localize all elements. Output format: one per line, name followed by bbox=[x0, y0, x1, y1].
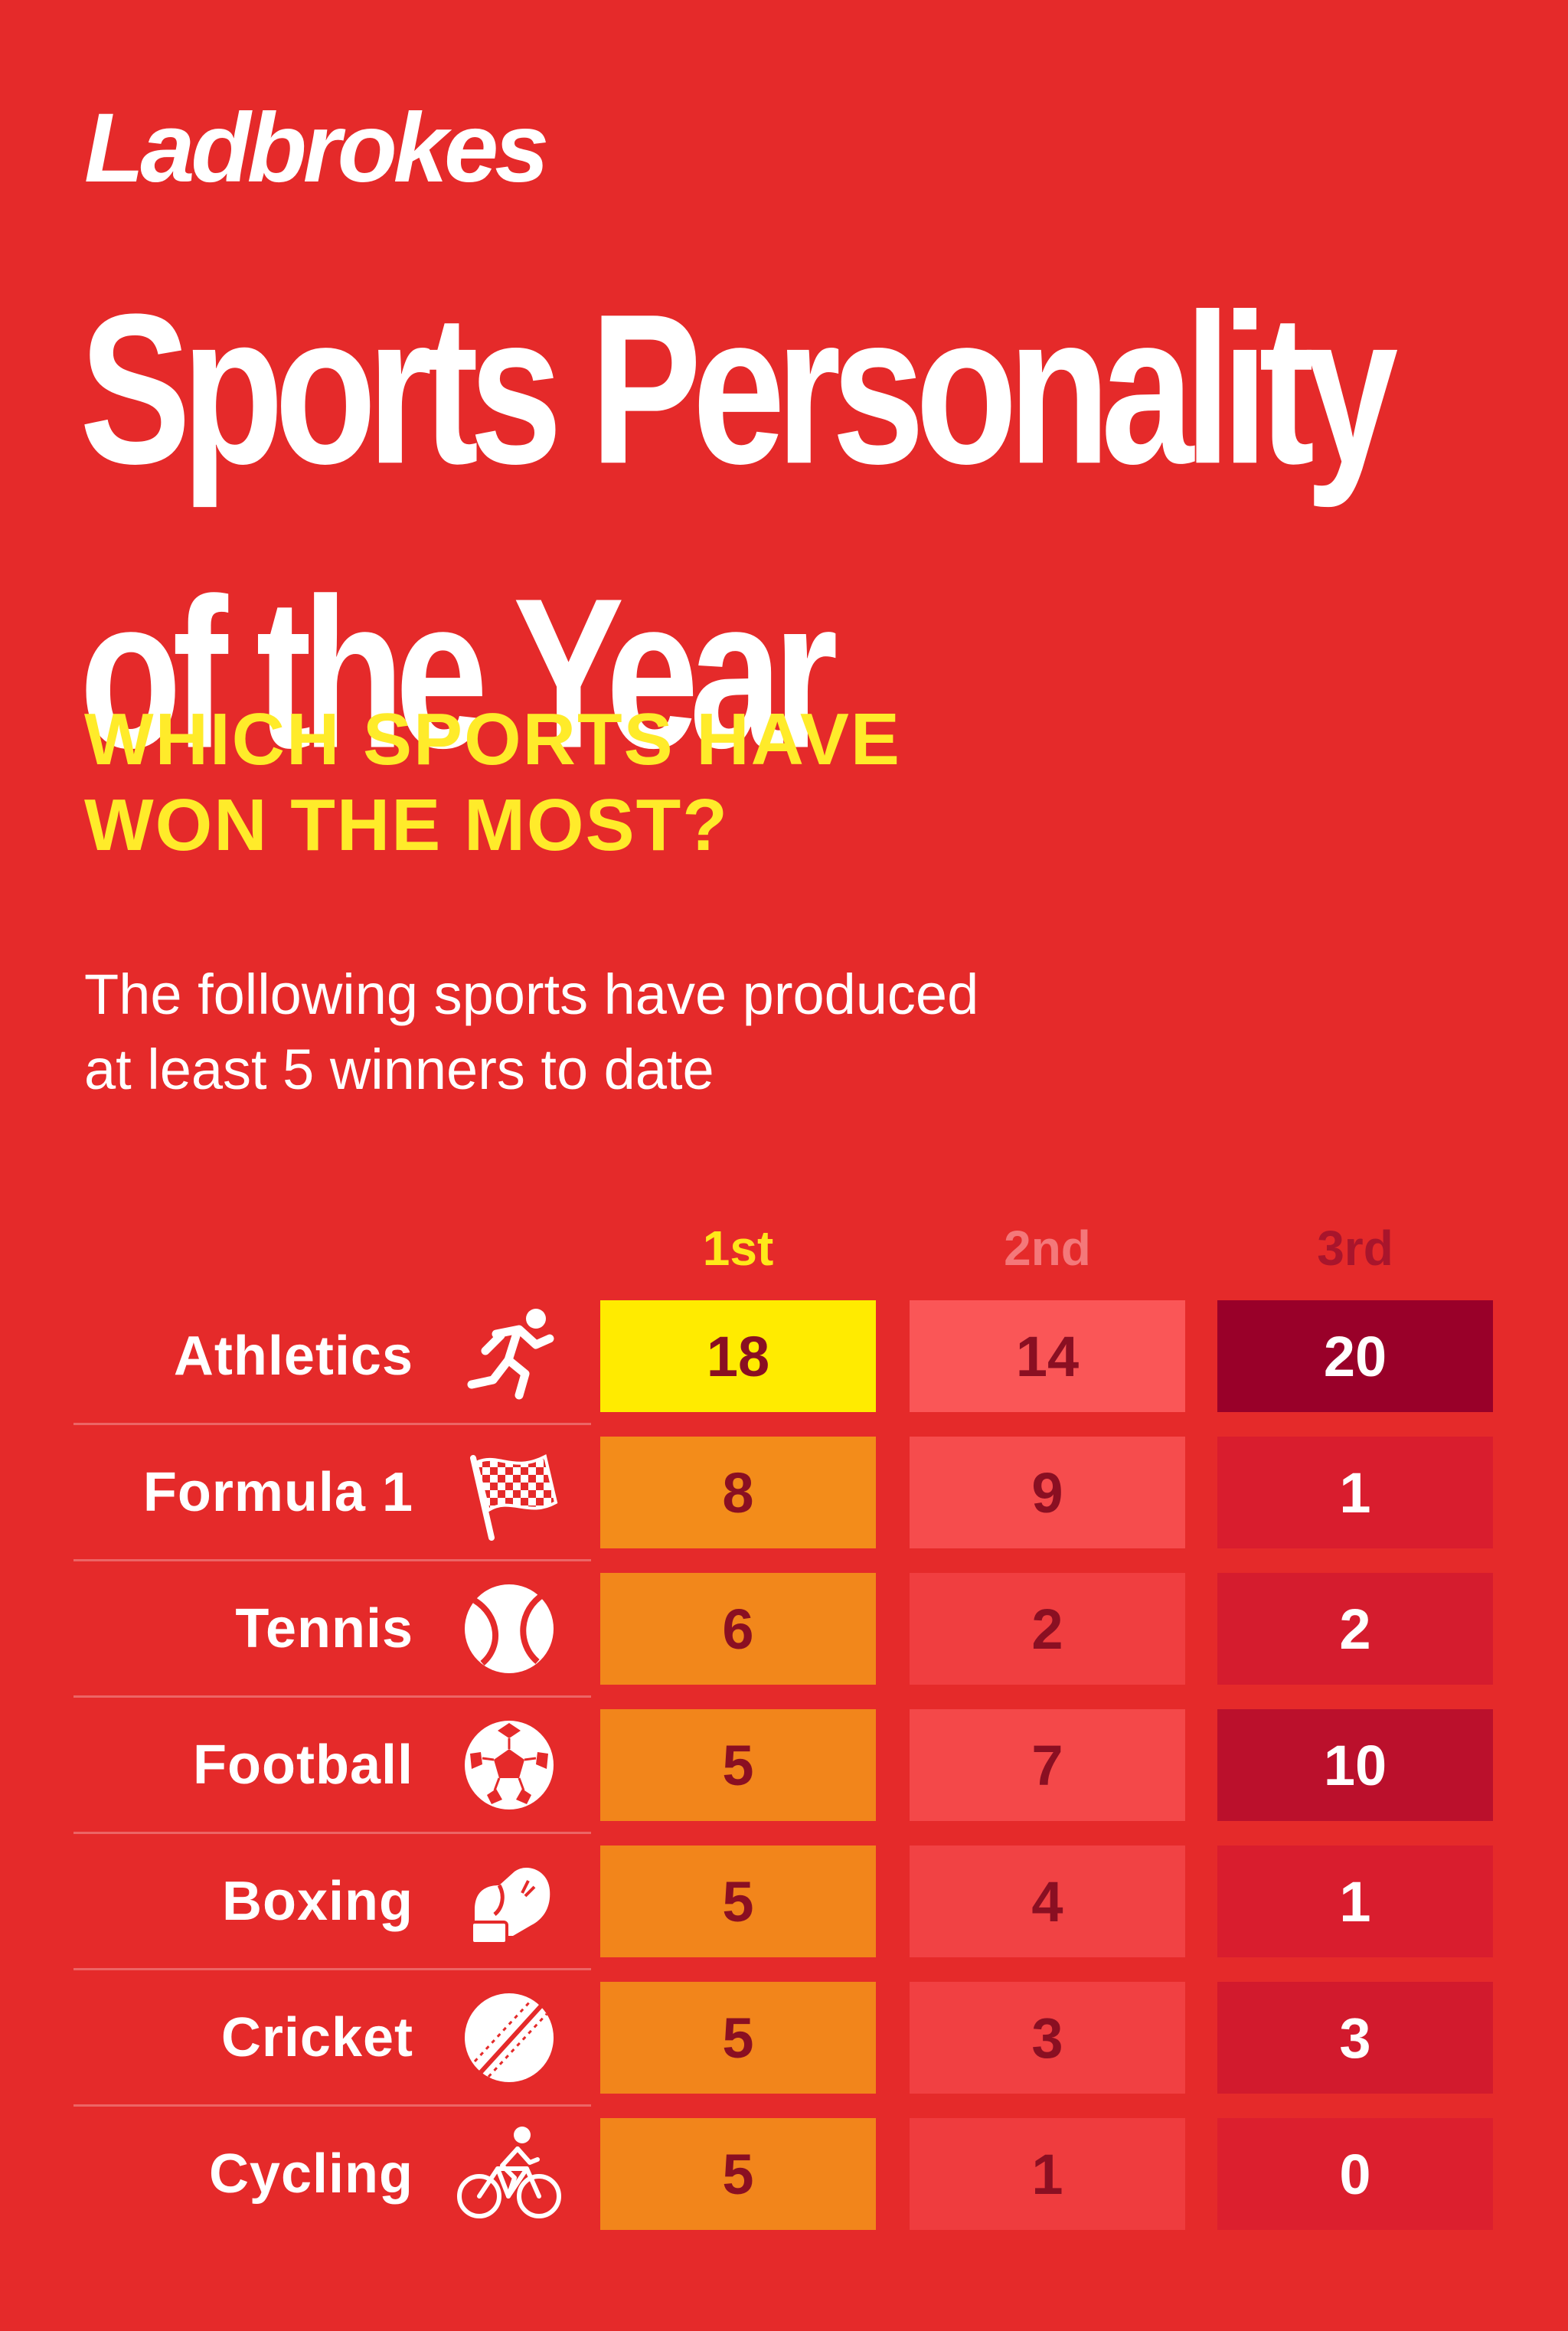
value-cell: 1 bbox=[1217, 1437, 1493, 1548]
value-cell: 9 bbox=[910, 1437, 1185, 1548]
row-label: Boxing bbox=[222, 1871, 413, 1932]
description-line: The following sports have produced bbox=[84, 963, 979, 1026]
running-icon bbox=[452, 1300, 567, 1412]
subtitle-line: WON THE MOST? bbox=[84, 784, 729, 866]
row-label: Football bbox=[193, 1734, 413, 1796]
title-line: Sports Personality bbox=[80, 270, 1398, 509]
value-cell: 18 bbox=[600, 1300, 876, 1412]
value-cell: 3 bbox=[1217, 1982, 1493, 2094]
title-line: of the Year bbox=[80, 554, 838, 793]
value-cell: 1 bbox=[1217, 1846, 1493, 1957]
description-line: at least 5 winners to date bbox=[84, 1038, 714, 1101]
row-label: Tennis bbox=[235, 1598, 413, 1659]
value-cell: 5 bbox=[600, 1846, 876, 1957]
checkered-flag-icon bbox=[452, 1437, 567, 1548]
row-label: Cricket bbox=[220, 2007, 413, 2068]
row-divider bbox=[74, 1832, 591, 1834]
cricket-ball-icon bbox=[452, 1982, 567, 2094]
column-header: 2nd bbox=[1004, 1221, 1091, 1276]
value-cell: 5 bbox=[600, 1709, 876, 1821]
value-cell: 3 bbox=[910, 1982, 1185, 2094]
description: The following sports have produced at le… bbox=[84, 957, 978, 1107]
cyclist-icon bbox=[452, 2118, 567, 2230]
value-cell: 6 bbox=[600, 1573, 876, 1685]
boxing-glove-icon bbox=[452, 1846, 567, 1957]
value-cell: 7 bbox=[910, 1709, 1185, 1821]
value-cell: 10 bbox=[1217, 1709, 1493, 1821]
brand-logo: Ladbrokes bbox=[84, 93, 549, 203]
value-cell: 2 bbox=[910, 1573, 1185, 1685]
row-divider bbox=[74, 1423, 591, 1425]
value-cell: 0 bbox=[1217, 2118, 1493, 2230]
tennis-ball-icon bbox=[452, 1573, 567, 1685]
column-header: 1st bbox=[702, 1221, 774, 1276]
row-divider bbox=[74, 1968, 591, 1970]
page-title: Sports Personality of the Year bbox=[80, 270, 1398, 852]
value-cell: 4 bbox=[910, 1846, 1185, 1957]
value-cell: 8 bbox=[600, 1437, 876, 1548]
row-divider bbox=[74, 2104, 591, 2107]
row-label: Athletics bbox=[173, 1326, 413, 1387]
row-label: Formula 1 bbox=[142, 1462, 413, 1523]
column-header: 3rd bbox=[1317, 1221, 1393, 1276]
value-cell: 20 bbox=[1217, 1300, 1493, 1412]
value-cell: 5 bbox=[600, 1982, 876, 2094]
row-divider bbox=[74, 1695, 591, 1698]
football-icon bbox=[452, 1709, 567, 1821]
value-cell: 2 bbox=[1217, 1573, 1493, 1685]
row-label: Cycling bbox=[208, 2143, 413, 2205]
subtitle-line: WHICH SPORTS HAVE bbox=[84, 698, 901, 780]
row-divider bbox=[74, 1559, 591, 1561]
value-cell: 14 bbox=[910, 1300, 1185, 1412]
value-cell: 5 bbox=[600, 2118, 876, 2230]
value-cell: 1 bbox=[910, 2118, 1185, 2230]
subtitle: WHICH SPORTS HAVE WON THE MOST? bbox=[84, 697, 901, 868]
